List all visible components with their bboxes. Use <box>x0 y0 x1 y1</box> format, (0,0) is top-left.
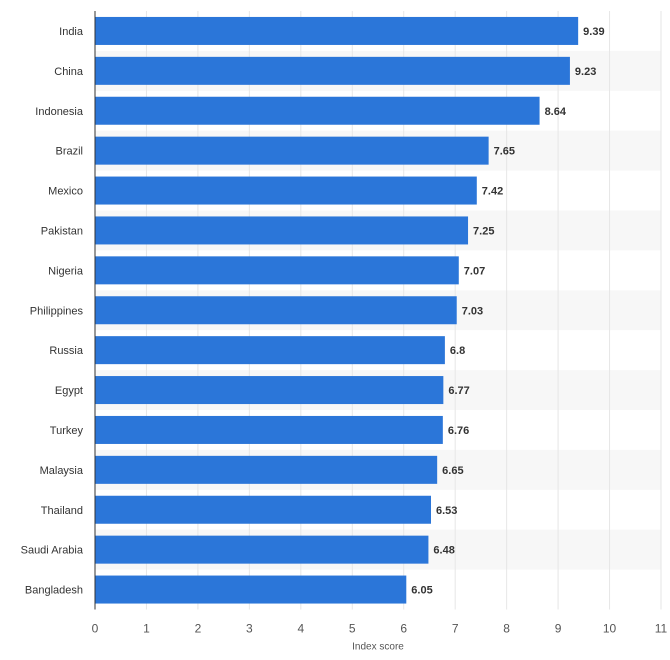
category-label: Philippines <box>30 305 84 317</box>
data-label: 7.25 <box>473 225 494 237</box>
category-label: Brazil <box>55 146 83 158</box>
bar <box>95 256 459 285</box>
category-label: Saudi Arabia <box>21 545 84 557</box>
category-label: Turkey <box>50 425 84 437</box>
data-label: 6.65 <box>442 465 463 477</box>
x-tick-label: 11 <box>655 622 668 636</box>
data-label: 7.03 <box>462 305 483 317</box>
data-label: 6.53 <box>436 505 457 517</box>
bar <box>95 495 431 524</box>
bar <box>95 336 445 365</box>
bar <box>95 575 407 604</box>
x-tick-label: 6 <box>400 622 407 636</box>
x-tick-label: 8 <box>503 622 510 636</box>
data-label: 7.07 <box>464 265 485 277</box>
category-label: Egypt <box>55 385 83 397</box>
bar <box>95 455 438 484</box>
category-label: India <box>59 26 84 38</box>
category-label: Indonesia <box>35 106 84 118</box>
data-label: 6.77 <box>448 385 469 397</box>
x-tick-label: 9 <box>555 622 562 636</box>
category-labels: India China Indonesia Brazil Mexico Pakistan N… <box>21 26 84 597</box>
data-label: 6.05 <box>411 585 432 597</box>
category-label: Mexico <box>48 186 83 198</box>
x-tick-label: 1 <box>143 622 150 636</box>
category-label: Nigeria <box>48 265 84 277</box>
category-label: Thailand <box>41 505 83 517</box>
data-label: 8.64 <box>545 106 567 118</box>
bar <box>95 216 469 245</box>
x-tick-label: 3 <box>246 622 253 636</box>
bar <box>95 136 489 165</box>
category-label: Bangladesh <box>25 585 83 597</box>
data-label: 9.23 <box>575 66 596 78</box>
bar <box>95 415 443 444</box>
bars <box>95 16 579 604</box>
x-tick-label: 2 <box>195 622 202 636</box>
bar <box>95 535 429 564</box>
category-label: Russia <box>49 345 84 357</box>
bar <box>95 56 570 85</box>
bar <box>95 96 540 125</box>
data-label: 6.8 <box>450 345 465 357</box>
x-tick-label: 7 <box>452 622 459 636</box>
data-label: 6.76 <box>448 425 469 437</box>
data-label: 9.39 <box>583 26 604 38</box>
data-label: 7.42 <box>482 186 503 198</box>
x-tick-label: 0 <box>92 622 99 636</box>
category-label: Malaysia <box>40 465 84 477</box>
bar <box>95 16 579 45</box>
category-label: China <box>54 66 84 78</box>
bar <box>95 176 477 205</box>
x-tick-label: 5 <box>349 622 356 636</box>
data-label: 6.48 <box>433 545 454 557</box>
data-label: 7.65 <box>494 146 515 158</box>
bar <box>95 376 444 405</box>
x-tick-label: 10 <box>603 622 617 636</box>
x-axis-ticks: 0 1 2 3 4 5 6 7 8 9 10 11 <box>92 622 668 636</box>
value-labels: 9.39 9.23 8.64 7.65 7.42 7.25 7.07 7.03 6.8 6.77 6… <box>411 26 604 597</box>
x-axis-title: Index score <box>352 642 404 653</box>
x-tick-label: 4 <box>297 622 304 636</box>
category-label: Pakistan <box>41 225 83 237</box>
bar <box>95 296 457 325</box>
